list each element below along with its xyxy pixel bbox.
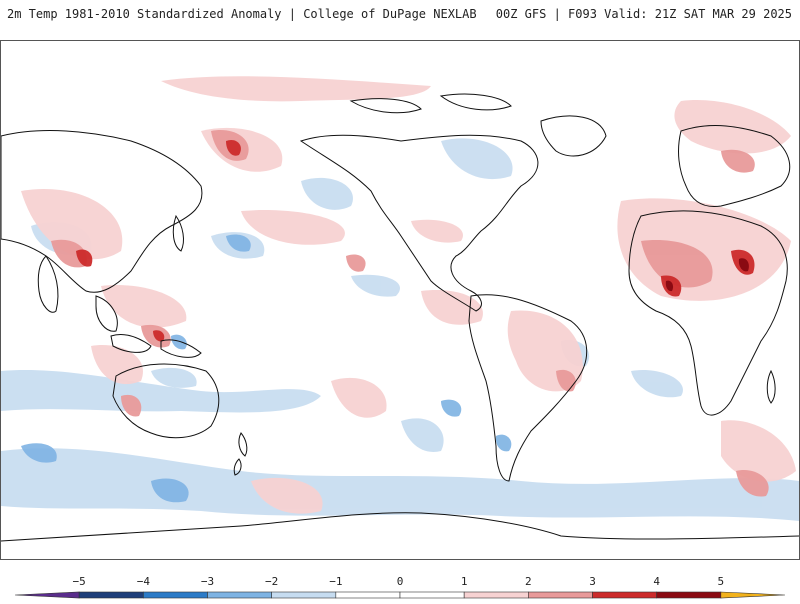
moderate-warm-anomaly-shading (51, 130, 769, 497)
colorbar-segment (399, 591, 465, 599)
colorbar-tick-label: 5 (718, 575, 725, 588)
coastlines (1, 93, 799, 542)
moderate-cold-anomaly-shading (21, 234, 512, 503)
colorbar-tick-label: 1 (461, 575, 468, 588)
colorbar-segment (592, 591, 657, 599)
cold-anomaly-shading (1, 138, 799, 521)
colorbar-segment (335, 591, 401, 599)
color-scale-legend: −5 −4 −3 −2 −1 0 1 2 3 4 5 (0, 570, 800, 600)
colorbar-segment (656, 591, 722, 599)
map-canvas (1, 76, 799, 542)
colorbar-segment (528, 591, 593, 599)
colorbar-tick-label: −5 (73, 575, 86, 588)
colorbar-tick-label: 0 (397, 575, 404, 588)
colorbar-tick-label: −3 (201, 575, 214, 588)
colorbar-segment (207, 591, 272, 599)
map-title: 2m Temp 1981-2010 Standardized Anomaly |… (7, 7, 477, 21)
title-bar: 2m Temp 1981-2010 Standardized Anomaly |… (0, 0, 800, 30)
extreme-warm-anomaly-shading (665, 258, 749, 292)
colorbar-segment (271, 591, 337, 599)
colorbar-tick-label: −2 (265, 575, 278, 588)
model-run-valid-time: 00Z GFS | F093 Valid: 21Z SAT MAR 29 202… (495, 7, 792, 21)
colorbar-segment (14, 591, 80, 599)
colorbar-tick-label: 2 (525, 575, 532, 588)
colorbar-tick-label: 4 (653, 575, 660, 588)
anomaly-map (0, 40, 800, 560)
warm-anomaly-shading (21, 76, 796, 514)
colorbar-segment (720, 591, 786, 599)
colorbar-tick-label: −4 (137, 575, 151, 588)
colorbar-segment (78, 591, 144, 599)
colorbar-segment (463, 591, 529, 599)
colorbar-tick-label: 3 (589, 575, 596, 588)
colorbar-svg: −5 −4 −3 −2 −1 0 1 2 3 4 5 (14, 575, 786, 599)
colorbar-segment (143, 591, 208, 599)
colorbar-tick-label: −1 (329, 575, 342, 588)
